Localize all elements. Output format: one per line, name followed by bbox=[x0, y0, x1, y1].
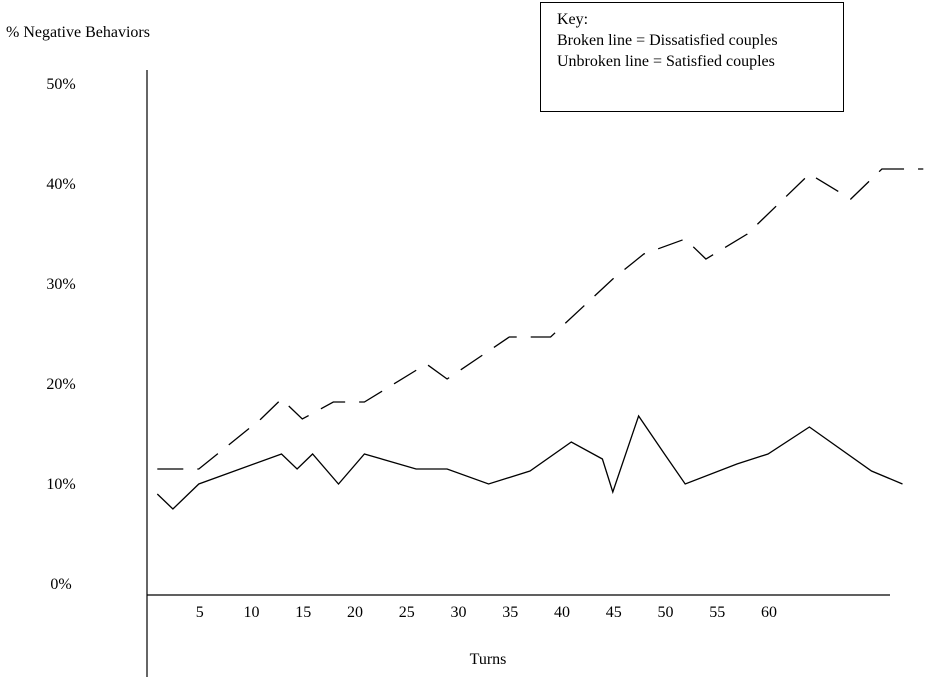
x-axis-label: Turns bbox=[470, 651, 507, 668]
x-tick-label: 50 bbox=[658, 604, 674, 621]
x-tick-label: 30 bbox=[451, 604, 467, 621]
x-tick-label: 25 bbox=[399, 604, 415, 621]
y-tick-labels: 0% 10% 20% 30% 40% 50% bbox=[46, 76, 75, 593]
x-tick-label: 20 bbox=[347, 604, 363, 621]
x-tick-label: 45 bbox=[606, 604, 622, 621]
x-tick-label: 60 bbox=[761, 604, 777, 621]
x-tick-label: 15 bbox=[295, 604, 311, 621]
dissatisfied-couples-line bbox=[157, 168, 924, 470]
x-tick-label: 55 bbox=[709, 604, 725, 621]
satisfied-couples-line bbox=[156, 414, 903, 510]
y-tick-label: 40% bbox=[46, 176, 75, 193]
legend-dashed-entry: Broken line = Dissatisfied couples bbox=[557, 32, 778, 49]
y-tick-label: 20% bbox=[46, 376, 75, 393]
y-tick-label: 30% bbox=[46, 276, 75, 293]
y-tick-label: 10% bbox=[46, 476, 75, 493]
series-layer bbox=[156, 168, 924, 510]
legend-solid-entry: Unbroken line = Satisfied couples bbox=[557, 53, 775, 70]
x-tick-label: 5 bbox=[196, 604, 204, 621]
x-tick-label: 40 bbox=[554, 604, 570, 621]
x-tick-label: 35 bbox=[502, 604, 518, 621]
x-tick-label: 10 bbox=[244, 604, 260, 621]
y-tick-label: 0% bbox=[50, 576, 71, 593]
legend-title: Key: bbox=[557, 11, 589, 28]
y-tick-label: 50% bbox=[46, 76, 75, 93]
legend-key: Key: Broken line = Dissatisfied couples … bbox=[540, 2, 844, 112]
y-axis-label: % Negative Behaviors bbox=[6, 24, 150, 41]
x-tick-labels: 5 10 15 20 25 30 35 40 45 50 55 60 bbox=[196, 604, 777, 621]
